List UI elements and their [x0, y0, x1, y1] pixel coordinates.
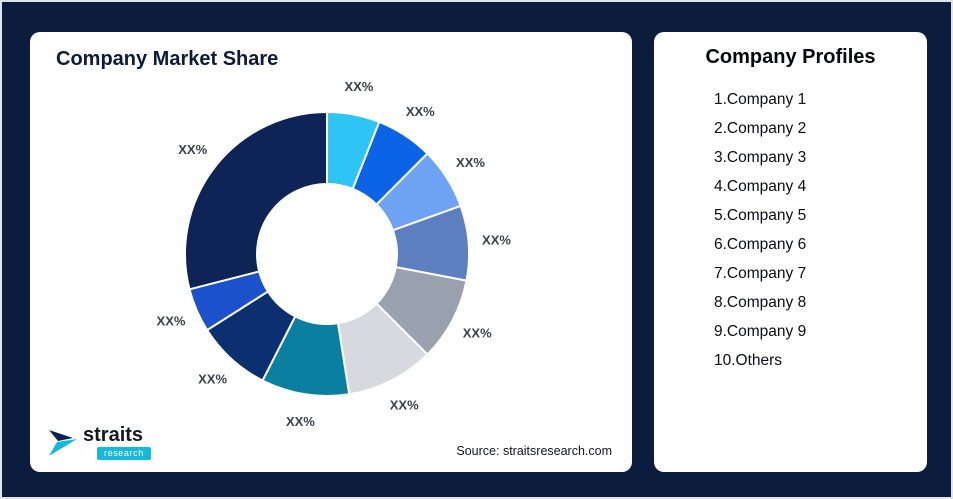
slice-label: XX%: [482, 233, 511, 248]
company-profile-item: 8.Company 8: [714, 294, 807, 311]
logo-sub-badge: research: [97, 447, 151, 460]
slice-label: XX%: [157, 314, 186, 329]
logo-brand-text: straits: [83, 424, 144, 446]
company-profile-item: 5.Company 5: [714, 207, 807, 224]
donut-segment: [184, 110, 328, 291]
company-profile-item: 10.Others: [714, 352, 783, 369]
slice-label: XX%: [178, 142, 207, 157]
straits-logo-text: straits research: [83, 425, 151, 460]
company-profiles-list: 1.Company 1 2.Company 2 3.Company 3 4.Compa…: [654, 91, 927, 370]
company-profile-item: 7.Company 7: [714, 265, 807, 282]
company-profile-item: 1.Company 1: [714, 91, 807, 108]
slice-label: XX%: [286, 414, 315, 429]
slice-label: XX%: [344, 79, 373, 94]
company-profiles-card: Company Profiles 1.Company 1 2.Company 2 3…: [654, 32, 927, 472]
slice-label: XX%: [456, 155, 485, 170]
slice-label: XX%: [463, 326, 492, 341]
straits-logo-icon: [49, 429, 77, 456]
slice-label: XX%: [390, 398, 419, 413]
company-profile-item: 4.Company 4: [714, 178, 807, 195]
profiles-title: Company Profiles: [705, 46, 876, 68]
source-text: Source: straitsresearch.com: [456, 444, 612, 458]
slice-label: XX%: [406, 104, 435, 119]
company-profile-item: 3.Company 3: [714, 149, 807, 166]
donut-chart: XX% XX% XX% XX% XX% XX% XX% XX% XX% XX%: [157, 79, 512, 429]
market-share-card: Company Market Share XX% XX% XX% XX% XX% XX% X…: [30, 32, 632, 472]
company-profile-item: 6.Company 6: [714, 236, 807, 253]
slice-label: XX%: [198, 372, 227, 387]
straits-logo: straits research: [48, 425, 151, 460]
company-profile-item: 9.Company 9: [714, 323, 807, 340]
company-profile-item: 2.Company 2: [714, 120, 807, 137]
chart-title: Company Market Share: [56, 48, 279, 70]
